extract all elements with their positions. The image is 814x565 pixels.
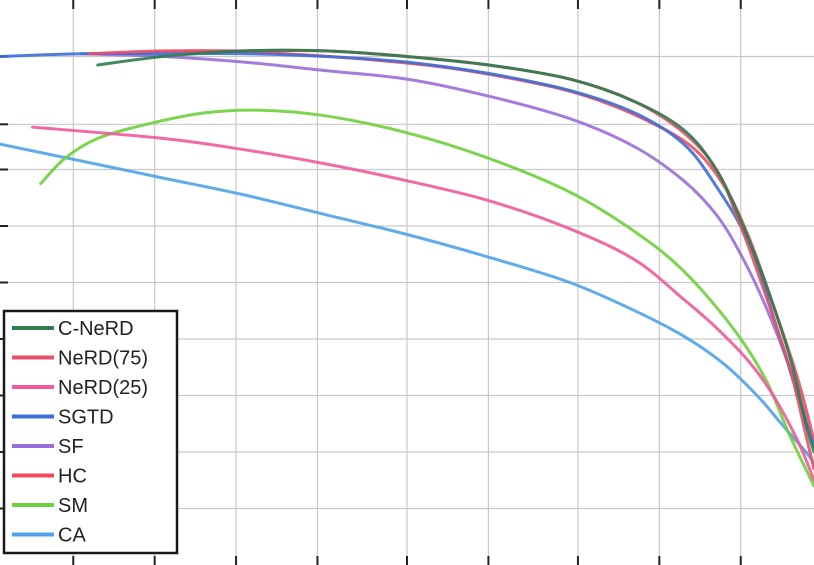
- legend-label-sgtd: SGTD: [58, 407, 114, 429]
- legend-label-sm: SM: [58, 495, 88, 517]
- series-line-nerd-25: [31, 125, 814, 482]
- legend-label-ca: CA: [58, 525, 86, 547]
- legend: C-NeRD NeRD(75) NeRD(25) SGTD SF HC SM CA: [2, 309, 179, 555]
- series-line-sf: [79, 52, 808, 420]
- legend-label-hc: HC: [58, 466, 87, 488]
- legend-label-nerd-75: NeRD(75): [58, 348, 148, 370]
- series-line-c-nerd: [96, 48, 814, 454]
- legend-box: [2, 309, 179, 555]
- legend-label-nerd-25: NeRD(25): [58, 377, 148, 399]
- series-line-sm: [39, 108, 814, 488]
- series-line-ca: [0, 142, 814, 465]
- legend-label-c-nerd: C-NeRD: [58, 318, 134, 340]
- series-lines: [0, 48, 814, 488]
- legend-label-sf: SF: [58, 436, 84, 458]
